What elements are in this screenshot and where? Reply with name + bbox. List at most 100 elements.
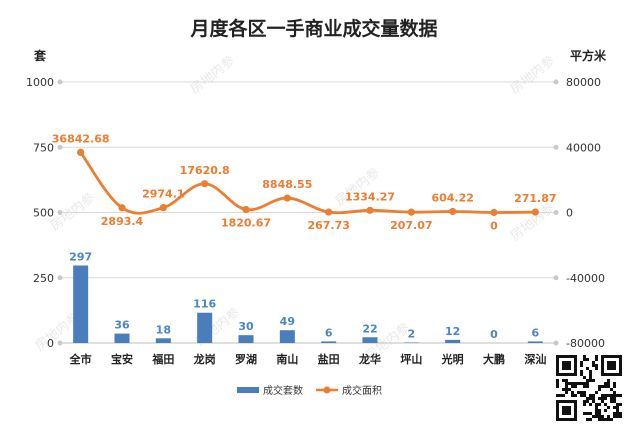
qr-module bbox=[592, 397, 595, 400]
legend-bar-label: 成交套数 bbox=[263, 384, 303, 397]
qr-module bbox=[583, 376, 586, 379]
qr-module bbox=[571, 391, 574, 394]
qr-module bbox=[589, 403, 592, 406]
qr-module bbox=[565, 388, 568, 391]
category-label: 全市 bbox=[69, 352, 92, 366]
qr-module bbox=[604, 418, 607, 421]
left-axis-tick-label: 250 bbox=[33, 272, 54, 285]
qr-module bbox=[556, 394, 559, 397]
qr-module bbox=[565, 385, 568, 388]
qr-finder bbox=[562, 361, 571, 370]
qr-module bbox=[589, 370, 592, 373]
line-point bbox=[159, 204, 167, 212]
line-point bbox=[283, 194, 291, 202]
qr-module bbox=[595, 367, 598, 370]
qr-module bbox=[607, 415, 610, 418]
qr-module bbox=[613, 385, 616, 388]
bar bbox=[155, 338, 171, 343]
gridline-end-marker bbox=[553, 144, 559, 150]
right-axis-tick-label: 40000 bbox=[566, 141, 601, 154]
legend-line-label: 成交面积 bbox=[342, 384, 382, 397]
right-axis-tick-label: -40000 bbox=[566, 272, 605, 285]
qr-module bbox=[571, 382, 574, 385]
qr-module bbox=[613, 382, 616, 385]
qr-module bbox=[568, 382, 571, 385]
left-axis-unit: 套 bbox=[33, 48, 47, 63]
line-point bbox=[242, 205, 250, 214]
qr-module bbox=[607, 379, 610, 382]
qr-module bbox=[616, 406, 619, 409]
qr-module bbox=[592, 364, 595, 367]
qr-module bbox=[586, 412, 589, 415]
qr-module bbox=[580, 373, 583, 376]
qr-module bbox=[613, 415, 616, 418]
line-point bbox=[201, 180, 209, 188]
qr-module bbox=[583, 358, 586, 361]
qr-module bbox=[586, 418, 589, 421]
line-data-label: 271.87 bbox=[514, 192, 556, 205]
line-data-label: 17620.8 bbox=[180, 164, 230, 177]
category-label: 坪山 bbox=[400, 352, 422, 366]
qr-module bbox=[583, 394, 586, 397]
bar bbox=[445, 339, 461, 343]
qr-module bbox=[559, 394, 562, 397]
gridline-end-marker bbox=[553, 210, 559, 215]
qr-module bbox=[556, 379, 559, 382]
qr-module bbox=[616, 412, 619, 415]
qr-module bbox=[601, 400, 604, 403]
qr-module bbox=[595, 358, 598, 361]
qr-module bbox=[592, 394, 595, 397]
line-point bbox=[77, 148, 85, 157]
qr-module bbox=[619, 412, 622, 415]
bar bbox=[403, 342, 419, 343]
qr-module bbox=[586, 358, 589, 361]
qr-module bbox=[601, 415, 604, 418]
qr-module bbox=[586, 379, 589, 382]
qr-module bbox=[595, 391, 598, 394]
qr-module bbox=[562, 379, 565, 382]
qr-module bbox=[565, 391, 568, 394]
qr-module bbox=[589, 373, 592, 376]
bar bbox=[238, 335, 254, 343]
right-axis-tick-label: 0 bbox=[566, 207, 573, 220]
qr-module bbox=[595, 415, 598, 418]
qr-module bbox=[601, 397, 604, 400]
qr-module bbox=[580, 394, 583, 397]
bar-data-label: 22 bbox=[362, 322, 377, 335]
left-axis-ticks: 0 250 500 750 1000 bbox=[26, 76, 54, 350]
gridline-end-marker bbox=[57, 275, 63, 281]
qr-module bbox=[580, 361, 583, 364]
bar-data-label: 116 bbox=[193, 298, 216, 311]
qr-module bbox=[595, 403, 598, 406]
qr-module bbox=[577, 391, 580, 394]
qr-module bbox=[610, 400, 613, 403]
category-label: 龙华 bbox=[358, 352, 381, 366]
qr-module bbox=[613, 406, 616, 409]
qr-module bbox=[589, 394, 592, 397]
gridline-end-marker bbox=[553, 340, 559, 346]
qr-module bbox=[616, 403, 619, 406]
category-label: 罗湖 bbox=[235, 352, 257, 366]
qr-module bbox=[604, 394, 607, 397]
qr-module bbox=[619, 394, 622, 397]
qr-module bbox=[616, 415, 619, 418]
qr-finder bbox=[607, 361, 616, 370]
qr-module bbox=[592, 400, 595, 403]
bar-series bbox=[73, 265, 543, 343]
line-point bbox=[325, 208, 333, 216]
right-axis-unit: 平方米 bbox=[570, 48, 607, 63]
qr-module bbox=[610, 388, 613, 391]
qr-module bbox=[595, 355, 598, 358]
qr-module bbox=[604, 385, 607, 388]
qr-module bbox=[601, 394, 604, 397]
gridline-end-marker bbox=[57, 79, 63, 85]
qr-module bbox=[610, 418, 613, 421]
left-axis-tick-label: 500 bbox=[33, 207, 54, 220]
legend-line-marker bbox=[323, 386, 331, 394]
qr-module bbox=[586, 400, 589, 403]
left-axis-tick-label: 1000 bbox=[26, 76, 54, 89]
qr-module bbox=[568, 388, 571, 391]
qr-module bbox=[613, 397, 616, 400]
line-data-label: 36842.68 bbox=[52, 132, 110, 145]
